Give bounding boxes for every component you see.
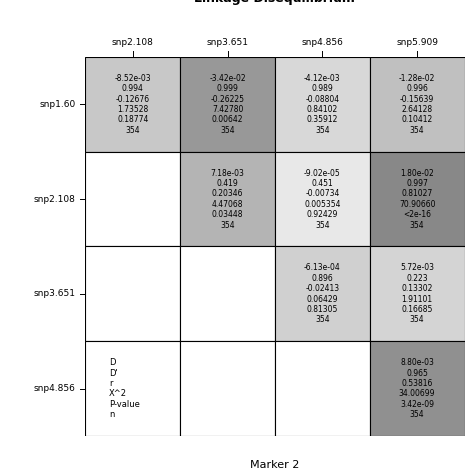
Bar	[180, 341, 275, 436]
Text: -8.52e-03
0.994
-0.12676
1.73528
0.18774
354: -8.52e-03 0.994 -0.12676 1.73528 0.18774…	[114, 74, 151, 135]
Bar	[85, 246, 180, 341]
Bar	[275, 341, 370, 436]
Bar	[370, 246, 465, 341]
Text: -9.02e-05
0.451
-0.00734
0.005354
0.92429
354: -9.02e-05 0.451 -0.00734 0.005354 0.9242…	[304, 169, 341, 229]
Bar	[180, 152, 275, 246]
Text: D
D'
r
X^2
P-value
n: D D' r X^2 P-value n	[109, 358, 140, 419]
Bar	[85, 152, 180, 246]
Text: -3.42e-02
0.999
-0.26225
7.42780
0.00642
354: -3.42e-02 0.999 -0.26225 7.42780 0.00642…	[209, 74, 246, 135]
Bar	[275, 246, 370, 341]
Text: Marker 2: Marker 2	[250, 460, 300, 470]
Text: Linkage Disequilibrium: Linkage Disequilibrium	[194, 0, 356, 5]
Text: snp3.651: snp3.651	[207, 38, 248, 47]
Text: snp4.856: snp4.856	[34, 384, 76, 393]
Bar	[275, 57, 370, 152]
Bar	[85, 341, 180, 436]
Text: -4.12e-03
0.989
-0.08804
0.84102
0.35912
354: -4.12e-03 0.989 -0.08804 0.84102 0.35912…	[304, 74, 341, 135]
Bar	[275, 152, 370, 246]
Text: snp2.108: snp2.108	[112, 38, 154, 47]
Bar	[180, 246, 275, 341]
Text: snp4.856: snp4.856	[301, 38, 343, 47]
Bar	[370, 152, 465, 246]
Text: 1.80e-02
0.997
0.81027
70.90660
<2e-16
354: 1.80e-02 0.997 0.81027 70.90660 <2e-16 3…	[399, 169, 436, 229]
Text: -6.13e-04
0.896
-0.02413
0.06429
0.81305
354: -6.13e-04 0.896 -0.02413 0.06429 0.81305…	[304, 264, 341, 324]
Bar	[370, 57, 465, 152]
Bar	[180, 57, 275, 152]
Text: 7.18e-03
0.419
0.20346
4.47068
0.03448
354: 7.18e-03 0.419 0.20346 4.47068 0.03448 3…	[210, 169, 245, 229]
Bar	[370, 341, 465, 436]
Text: snp5.909: snp5.909	[396, 38, 438, 47]
Text: snp1.60: snp1.60	[40, 100, 76, 109]
Text: 8.80e-03
0.965
0.53816
34.00699
3.42e-09
354: 8.80e-03 0.965 0.53816 34.00699 3.42e-09…	[399, 358, 436, 419]
Text: 5.72e-03
0.223
0.13302
1.91101
0.16685
354: 5.72e-03 0.223 0.13302 1.91101 0.16685 3…	[400, 264, 434, 324]
Text: snp3.651: snp3.651	[34, 290, 76, 298]
Text: -1.28e-02
0.996
-0.15639
2.64128
0.10412
354: -1.28e-02 0.996 -0.15639 2.64128 0.10412…	[399, 74, 435, 135]
Bar	[85, 57, 180, 152]
Text: snp2.108: snp2.108	[34, 195, 76, 203]
